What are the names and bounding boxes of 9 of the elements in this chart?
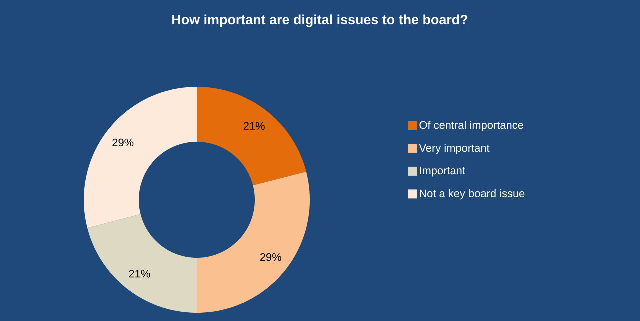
data-label: 21% [129, 270, 150, 278]
chart-title: How important are digital issues to the board? [172, 14, 468, 28]
legend-label: Important [420, 166, 466, 177]
data-label: 29% [112, 138, 134, 147]
data-label: 29% [260, 253, 282, 262]
legend-label: Of central importance [420, 121, 524, 132]
data-label: 21% [244, 122, 265, 130]
legend-label: Very important [419, 144, 490, 154]
legend-label: Not a key board issue [420, 189, 525, 200]
